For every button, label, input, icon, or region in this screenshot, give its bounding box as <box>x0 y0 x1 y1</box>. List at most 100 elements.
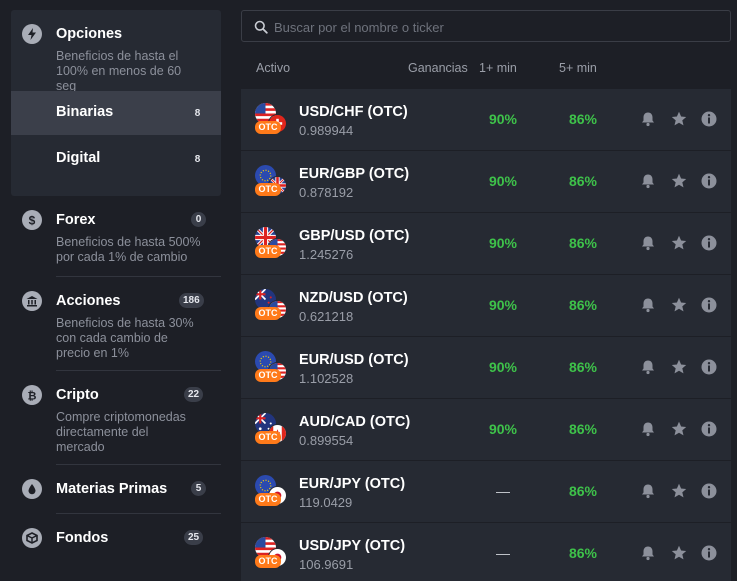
info-icon[interactable] <box>700 544 718 562</box>
currency-pair-flag-icon: OTC <box>255 103 287 135</box>
bell-icon[interactable] <box>639 234 657 252</box>
star-icon[interactable] <box>670 420 688 438</box>
asset-price: 0.899554 <box>299 433 354 448</box>
desc-line: seg <box>56 79 77 93</box>
asset-row[interactable]: OTC USD/CHF (OTC) 0.989944 90% 86% <box>241 89 731 150</box>
column-header-5min[interactable]: 5+ min <box>559 61 597 75</box>
desc-line: precio en 1% <box>56 346 129 360</box>
asset-price: 0.989944 <box>299 123 354 138</box>
count-badge: 8 <box>194 108 201 119</box>
count-badge: 5 <box>191 481 206 496</box>
category-desc-cripto: Compre criptomonedas directamente del me… <box>56 410 186 455</box>
desc-line: Beneficios de hasta el <box>56 49 179 63</box>
payout-1min: — <box>496 483 510 499</box>
payout-5min: 86% <box>568 111 598 127</box>
count-badge: 22 <box>184 387 204 402</box>
asset-row[interactable]: OTC AUD/CAD (OTC) 0.899554 90% 86% <box>241 399 731 460</box>
asset-row[interactable]: OTC GBP/USD (OTC) 1.245276 90% 86% <box>241 213 731 274</box>
bell-icon[interactable] <box>639 110 657 128</box>
bell-icon[interactable] <box>639 544 657 562</box>
bell-icon[interactable] <box>639 172 657 190</box>
info-icon[interactable] <box>700 420 718 438</box>
otc-badge: OTC <box>255 369 281 382</box>
column-header-gains[interactable]: Ganancias <box>408 61 468 75</box>
svg-text:$: $ <box>29 214 36 228</box>
info-icon[interactable] <box>700 110 718 128</box>
asset-row[interactable]: OTC EUR/GBP (OTC) 0.878192 90% 86% <box>241 151 731 212</box>
sidebar-item-label: Digital <box>56 150 101 166</box>
drop-icon <box>22 479 42 499</box>
asset-name: EUR/JPY (OTC) <box>299 476 406 492</box>
payout-1min: 90% <box>488 111 518 127</box>
otc-badge: OTC <box>255 493 281 506</box>
count-badge: 25 <box>184 530 204 545</box>
payout-5min: 86% <box>568 545 598 561</box>
divider <box>56 464 221 465</box>
star-icon[interactable] <box>670 172 688 190</box>
category-desc-opciones: Beneficios de hasta el 100% en menos de … <box>56 49 181 94</box>
info-icon[interactable] <box>700 234 718 252</box>
category-title-acciones[interactable]: Acciones <box>56 293 121 309</box>
bell-icon[interactable] <box>639 358 657 376</box>
otc-badge: OTC <box>255 183 281 196</box>
star-icon[interactable] <box>670 358 688 376</box>
asset-price: 0.878192 <box>299 185 354 200</box>
currency-pair-flag-icon: OTC <box>255 289 287 321</box>
asset-name: EUR/GBP (OTC) <box>299 166 410 182</box>
desc-line: Beneficios de hasta 500% <box>56 235 201 249</box>
otc-badge: OTC <box>255 555 281 568</box>
info-icon[interactable] <box>700 358 718 376</box>
otc-badge: OTC <box>255 245 281 258</box>
search-box[interactable] <box>241 10 731 42</box>
column-header-1min[interactable]: 1+ min <box>479 61 517 75</box>
category-title-forex[interactable]: Forex <box>56 212 96 228</box>
lightning-icon <box>22 24 42 44</box>
desc-line: 100% en menos de 60 <box>56 64 182 78</box>
info-icon[interactable] <box>700 482 718 500</box>
bell-icon[interactable] <box>639 420 657 438</box>
payout-1min: 90% <box>488 359 518 375</box>
payout-1min: 90% <box>488 421 518 437</box>
star-icon[interactable] <box>670 110 688 128</box>
asset-price: 1.245276 <box>299 247 354 262</box>
sidebar-item-digital[interactable]: Digital 8 <box>11 137 221 181</box>
currency-pair-flag-icon: OTC <box>255 475 287 507</box>
currency-pair-flag-icon: OTC <box>255 537 287 569</box>
asset-row[interactable]: OTC USD/JPY (OTC) 106.9691 — 86% <box>241 523 731 581</box>
bitcoin-icon: ₿ <box>22 385 42 405</box>
asset-row[interactable]: OTC NZD/USD (OTC) 0.621218 90% 86% <box>241 275 731 336</box>
asset-name: NZD/USD (OTC) <box>299 290 408 306</box>
search-input[interactable] <box>274 17 714 37</box>
currency-pair-flag-icon: OTC <box>255 227 287 259</box>
star-icon[interactable] <box>670 234 688 252</box>
count-badge: 0 <box>191 212 206 227</box>
bell-icon[interactable] <box>639 482 657 500</box>
count-badge: 8 <box>194 154 201 165</box>
star-icon[interactable] <box>670 296 688 314</box>
asset-row[interactable]: OTC EUR/JPY (OTC) 119.0429 — 86% <box>241 461 731 522</box>
category-desc-forex: Beneficios de hasta 500% por cada 1% de … <box>56 235 201 265</box>
bell-icon[interactable] <box>639 296 657 314</box>
column-header-asset[interactable]: Activo <box>256 61 291 75</box>
info-icon[interactable] <box>700 296 718 314</box>
star-icon[interactable] <box>670 482 688 500</box>
sidebar-item-binarias[interactable]: Binarias 8 <box>11 91 221 135</box>
category-title-materias[interactable]: Materias Primas <box>56 481 168 497</box>
category-title-cripto[interactable]: Cripto <box>56 387 99 403</box>
payout-5min: 86% <box>568 173 598 189</box>
payout-5min: 86% <box>568 235 598 251</box>
asset-name: EUR/USD (OTC) <box>299 352 409 368</box>
payout-5min: 86% <box>568 483 598 499</box>
category-title-fondos[interactable]: Fondos <box>56 530 109 546</box>
star-icon[interactable] <box>670 544 688 562</box>
info-icon[interactable] <box>700 172 718 190</box>
currency-pair-flag-icon: OTC <box>255 165 287 197</box>
asset-row[interactable]: OTC EUR/USD (OTC) 1.102528 90% 86% <box>241 337 731 398</box>
category-title-opciones[interactable]: Opciones <box>56 26 123 42</box>
search-icon <box>254 20 268 34</box>
desc-line: Compre criptomonedas <box>56 410 186 424</box>
svg-text:₿: ₿ <box>28 391 37 403</box>
payout-5min: 86% <box>568 297 598 313</box>
divider <box>56 370 221 371</box>
currency-pair-flag-icon: OTC <box>255 351 287 383</box>
